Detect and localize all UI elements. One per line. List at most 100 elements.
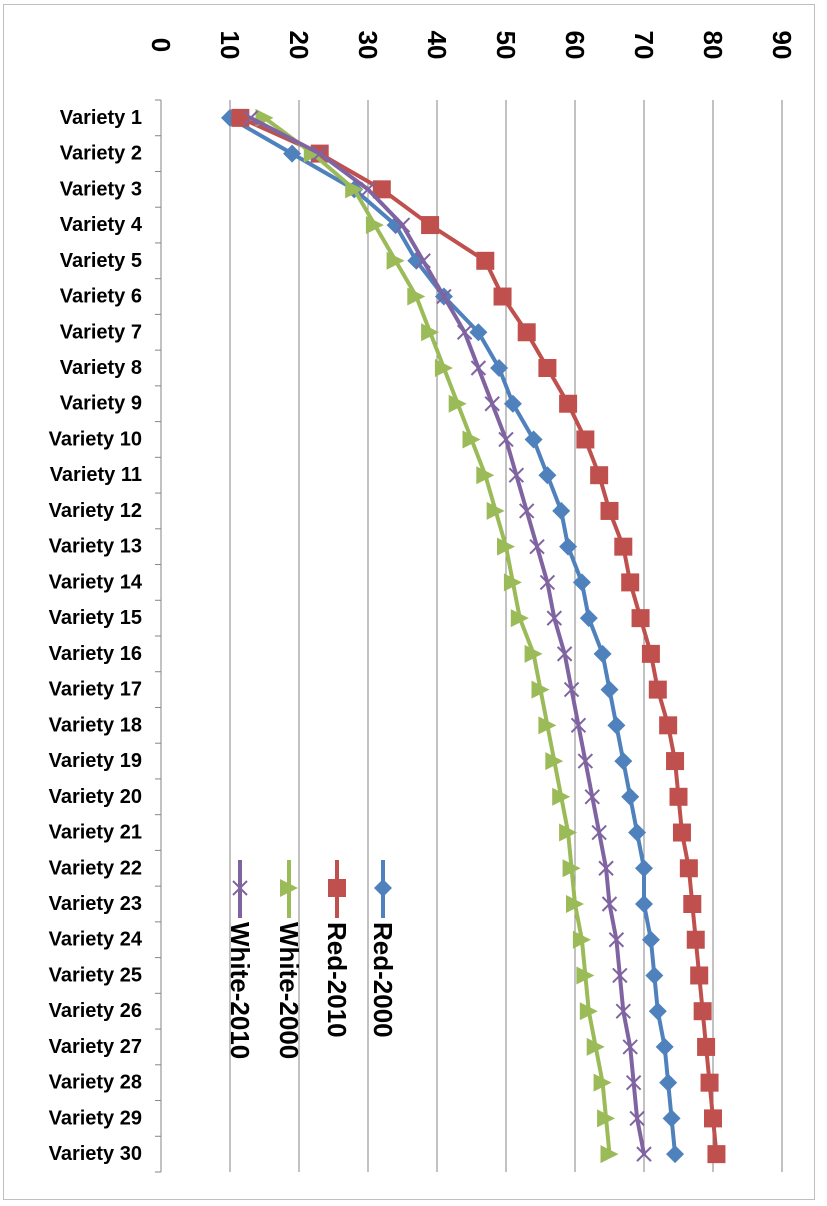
data-point <box>600 1145 619 1164</box>
data-point <box>562 859 581 878</box>
category-label: Variety 22 <box>49 857 142 879</box>
value-tick-label: 80 <box>698 31 728 60</box>
category-label: Variety 10 <box>49 428 142 450</box>
data-point <box>612 967 628 984</box>
category-label: Variety 23 <box>49 893 142 915</box>
category-label: Variety 9 <box>60 393 142 415</box>
data-point <box>628 823 647 842</box>
legend-label: Red-2010 <box>322 922 352 1038</box>
value-tick-label: 90 <box>767 31 797 60</box>
data-point <box>365 216 384 235</box>
category-label: Variety 8 <box>60 357 142 379</box>
data-point <box>421 216 440 235</box>
data-point <box>659 1073 678 1092</box>
data-point <box>486 501 505 520</box>
data-point <box>666 752 685 771</box>
category-label: Variety 4 <box>60 214 143 236</box>
data-point <box>498 431 514 448</box>
category-label: Variety 3 <box>60 178 142 200</box>
data-point <box>608 932 625 948</box>
category-label: Variety 24 <box>49 929 143 951</box>
category-label: Variety 21 <box>49 822 142 844</box>
data-point <box>524 644 543 663</box>
gridlines <box>229 100 783 1172</box>
data-point <box>601 896 618 912</box>
value-tick-label: 10 <box>215 31 245 60</box>
category-label: Variety 1 <box>60 107 142 129</box>
data-point <box>590 466 609 485</box>
data-point <box>629 1110 645 1127</box>
data-point <box>659 716 678 735</box>
data-point <box>462 430 481 449</box>
data-point <box>232 880 248 896</box>
data-point <box>434 359 453 377</box>
data-point <box>552 501 571 520</box>
data-point <box>593 644 612 663</box>
data-point <box>566 895 584 913</box>
data-point <box>600 680 619 699</box>
data-point <box>421 323 440 342</box>
category-label: Variety 13 <box>49 536 142 558</box>
data-point <box>538 466 557 485</box>
data-point <box>328 879 346 897</box>
series-red-2010 <box>231 108 726 1164</box>
data-point <box>641 644 660 663</box>
category-label: Variety 6 <box>60 286 142 308</box>
data-point <box>283 144 302 163</box>
data-point <box>559 537 578 556</box>
data-point <box>579 1002 598 1021</box>
data-point <box>576 966 595 985</box>
data-point <box>493 287 512 306</box>
data-point <box>524 430 543 449</box>
data-point <box>546 610 563 626</box>
data-point <box>552 787 571 806</box>
data-point <box>490 359 509 377</box>
data-point <box>280 879 298 897</box>
data-point <box>386 251 405 270</box>
data-point <box>591 824 607 841</box>
data-point <box>707 1145 726 1164</box>
data-point <box>621 573 640 592</box>
category-label: Variety 16 <box>49 643 142 665</box>
data-point <box>669 787 688 806</box>
data-point <box>518 503 535 519</box>
legend-label: White-2000 <box>274 922 304 1059</box>
category-label: Variety 2 <box>60 143 142 165</box>
value-tick-label: 40 <box>422 31 452 60</box>
data-point <box>503 394 522 413</box>
data-point <box>648 680 667 699</box>
data-point <box>242 110 259 126</box>
category-label: Variety 15 <box>49 607 142 629</box>
data-point <box>641 930 660 949</box>
value-tick-label: 0 <box>146 38 176 52</box>
data-point <box>559 823 578 842</box>
data-point <box>476 251 495 270</box>
category-label: Variety 19 <box>49 750 142 772</box>
category-label: Variety 14 <box>49 571 143 593</box>
data-point <box>545 752 564 771</box>
data-point <box>679 859 698 878</box>
legend-label: Red-2000 <box>368 922 398 1038</box>
data-point <box>476 466 495 485</box>
data-point <box>531 680 550 699</box>
data-point <box>415 253 431 269</box>
data-point <box>497 537 515 556</box>
legend-item: Red-2000 <box>368 860 398 1038</box>
data-point <box>607 716 626 735</box>
data-point <box>407 287 426 306</box>
data-point <box>311 145 328 162</box>
legend: Red-2000 Red-2010 White-2000 White-2010 <box>225 860 398 1059</box>
series-white-2010 <box>242 110 652 1162</box>
data-point <box>697 1037 716 1056</box>
data-point <box>503 573 522 592</box>
data-point <box>690 966 709 985</box>
data-point <box>372 180 391 199</box>
data-point <box>231 108 250 127</box>
data-point <box>538 716 557 735</box>
data-point <box>635 859 653 878</box>
data-point <box>584 789 600 805</box>
data-point <box>631 609 650 628</box>
data-point <box>622 1039 638 1055</box>
data-point <box>360 181 376 198</box>
